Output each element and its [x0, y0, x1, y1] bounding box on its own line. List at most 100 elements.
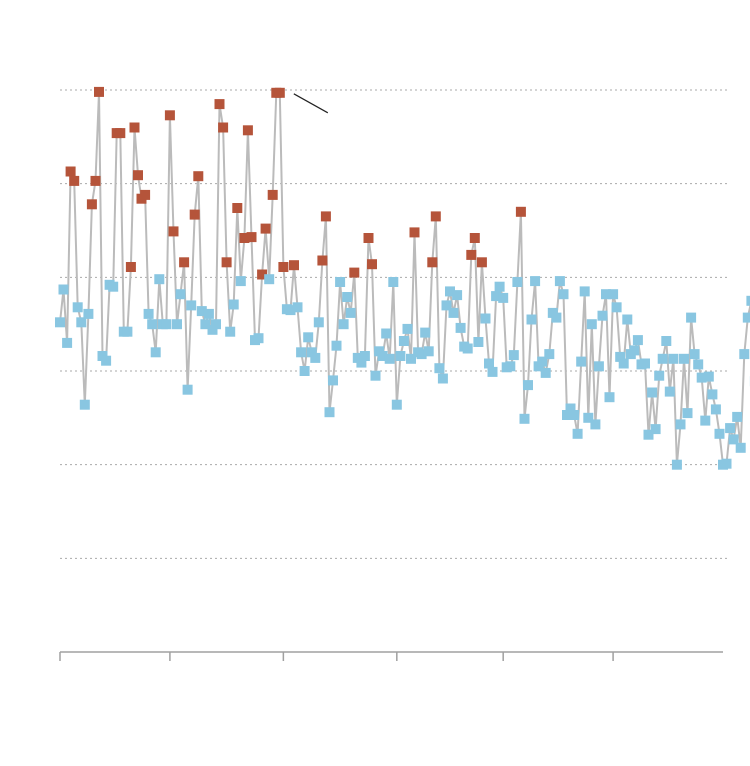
data-point-168 — [650, 424, 661, 435]
data-point-158 — [615, 351, 626, 362]
data-point-48 — [225, 326, 236, 337]
data-point-190 — [728, 434, 739, 445]
data-point-105 — [427, 257, 438, 268]
data-point-56 — [253, 333, 264, 344]
data-point-15 — [108, 281, 119, 292]
data-point-49 — [228, 299, 239, 310]
data-point-83 — [349, 267, 360, 278]
data-point-6 — [76, 317, 87, 328]
data-point-53 — [242, 125, 253, 136]
data-point-76 — [324, 407, 335, 418]
data-point-125 — [498, 292, 509, 303]
data-point-170 — [657, 353, 668, 364]
data-point-169 — [654, 370, 665, 381]
data-point-188 — [721, 458, 732, 469]
data-point-122 — [487, 366, 498, 377]
data-point-132 — [523, 380, 533, 391]
data-point-39 — [193, 171, 204, 182]
data-point-33 — [172, 319, 182, 330]
data-point-10 — [90, 175, 101, 186]
data-point-77 — [328, 375, 338, 386]
data-point-124 — [494, 281, 505, 292]
data-point-31 — [164, 110, 175, 121]
data-point-36 — [182, 384, 193, 395]
data-point-112 — [452, 290, 463, 301]
data-point-72 — [310, 352, 321, 363]
data-point-30 — [161, 319, 172, 330]
data-point-24 — [140, 189, 151, 200]
data-point-74 — [317, 255, 328, 266]
data-point-43 — [207, 324, 218, 335]
data-point-25 — [143, 308, 154, 319]
data-point-129 — [512, 277, 523, 287]
data-point-78 — [331, 340, 342, 351]
data-point-148 — [579, 286, 590, 297]
data-point-80 — [338, 319, 349, 330]
data-point-193 — [739, 349, 750, 360]
data-point-71 — [306, 347, 317, 358]
data-point-189 — [725, 423, 736, 434]
data-point-88 — [367, 259, 377, 270]
data-point-22 — [133, 170, 143, 181]
data-point-147 — [576, 356, 587, 367]
data-point-38 — [189, 209, 200, 220]
data-point-97 — [398, 336, 409, 346]
data-point-32 — [168, 226, 179, 237]
data-point-4 — [69, 175, 80, 186]
data-point-133 — [526, 314, 537, 325]
data-point-151 — [590, 419, 601, 430]
x-axis — [59, 651, 723, 661]
data-point-58 — [260, 223, 271, 234]
data-point-75 — [320, 211, 331, 222]
data-point-166 — [643, 429, 654, 440]
data-point-175 — [675, 419, 686, 430]
data-point-8 — [83, 308, 94, 319]
data-point-179 — [689, 349, 700, 360]
data-point-67 — [292, 302, 303, 313]
data-point-176 — [679, 353, 689, 364]
data-point-85 — [356, 357, 367, 368]
data-point-19 — [122, 326, 133, 337]
data-point-144 — [565, 403, 576, 414]
data-point-35 — [179, 257, 190, 268]
data-point-177 — [682, 408, 693, 419]
data-point-182 — [700, 415, 711, 426]
data-point-91 — [377, 351, 388, 361]
data-point-92 — [381, 328, 392, 339]
data-point-73 — [313, 317, 324, 328]
data-point-20 — [125, 262, 136, 272]
data-point-7 — [79, 399, 90, 410]
data-point-165 — [640, 358, 650, 369]
data-point-143 — [562, 410, 572, 420]
data-point-41 — [200, 319, 211, 330]
data-point-13 — [101, 355, 112, 366]
data-point-171 — [661, 336, 672, 346]
data-point-155 — [604, 392, 615, 403]
data-point-106 — [430, 211, 441, 222]
data-point-50 — [232, 203, 243, 213]
data-point-142 — [558, 289, 569, 300]
data-point-137 — [540, 367, 551, 378]
annotation-leader-line — [293, 93, 329, 114]
data-point-54 — [246, 232, 257, 243]
data-point-40 — [196, 306, 207, 317]
data-point-191 — [732, 411, 743, 422]
data-point-117 — [469, 233, 480, 243]
data-point-167 — [647, 387, 658, 398]
data-point-116 — [466, 249, 477, 260]
data-point-57 — [257, 269, 268, 280]
data-point-11 — [94, 86, 104, 97]
data-point-127 — [505, 361, 516, 372]
data-point-107 — [434, 363, 445, 374]
data-point-156 — [608, 289, 619, 300]
data-point-45 — [214, 99, 225, 110]
data-point-89 — [370, 370, 381, 381]
data-point-93 — [384, 353, 395, 364]
data-point-62 — [274, 87, 285, 98]
data-point-52 — [239, 233, 250, 243]
data-point-81 — [342, 292, 353, 302]
data-point-70 — [303, 332, 314, 343]
data-point-98 — [402, 323, 413, 334]
annotations — [293, 93, 329, 114]
